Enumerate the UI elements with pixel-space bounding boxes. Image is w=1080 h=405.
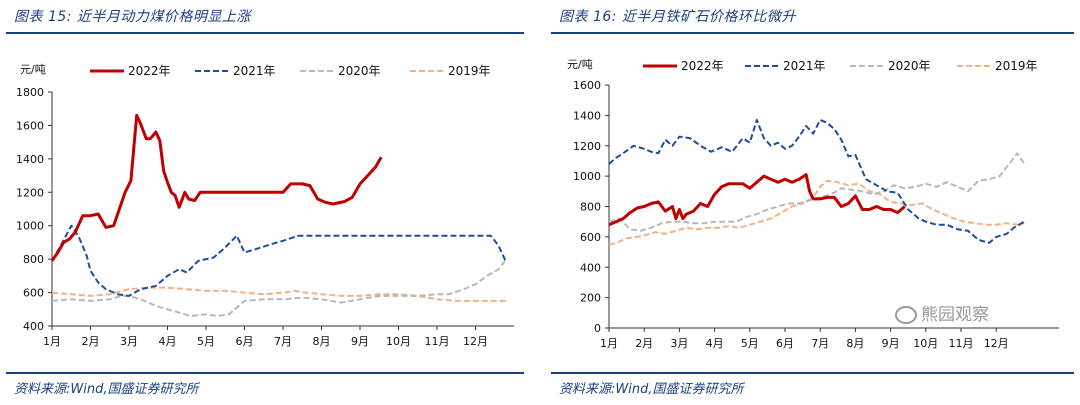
x-tick-label: 8月 [313,335,331,348]
y-tick-label: 1000 [573,170,601,183]
series-line-2020年 [51,258,508,317]
legend-label: 2021年 [783,59,826,73]
y-tick-label: 400 [580,261,601,274]
iron-ore-price-chart: 元/吨 0 200 400 600 800 1000 1200 1400 1600 1月 2月 3月 4月… [567,58,1059,350]
title-rule [6,32,524,34]
y-tick-label: 400 [23,320,44,333]
source-note: 资料来源:Wind,国盛证券研究所 [14,382,199,397]
y-tick-label: 1400 [573,109,601,122]
chart-panel-coal: 图表 15: 近半月动力煤价格明显上涨 元/吨 400 600 800 1000 1200… [0,0,530,405]
footer-rule [551,372,1074,374]
legend-label: 2021年 [233,64,276,78]
x-tick-label: 9月 [351,335,369,348]
wechat-icon [895,306,917,324]
y-tick-label: 1600 [16,119,44,132]
unit-label: 元/吨 [567,58,593,71]
x-tick-label: 4月 [159,335,177,348]
legend-label: 2020年 [338,64,381,78]
series-line-2022年 [608,173,906,227]
x-tick-label: 12月 [463,335,488,348]
series-line-2021年 [608,118,1025,244]
series-line-2021年 [51,224,508,297]
x-tick-label: 1月 [43,335,61,348]
x-tick-label: 7月 [811,337,829,350]
chart-title: 图表 15: 近半月动力煤价格明显上涨 [14,9,251,25]
unit-label: 元/吨 [20,63,46,76]
y-tick-label: 1200 [573,140,601,153]
x-tick-label: 4月 [706,337,724,350]
x-tick-label: 7月 [274,335,292,348]
x-tick-label: 8月 [846,337,864,350]
x-tick-label: 2月 [82,335,100,348]
x-tick-label: 1月 [600,337,618,350]
series-line-2022年 [50,113,383,262]
chart-title: 图表 16: 近半月铁矿石价格环比微升 [559,9,796,25]
series-line-2019年 [608,179,1025,246]
x-tick-label: 11月 [425,335,450,348]
y-tick-label: 600 [580,231,601,244]
footer-rule [6,372,524,374]
x-tick-label: 10月 [386,335,411,348]
y-tick-label: 800 [23,253,44,266]
y-tick-label: 800 [580,201,601,214]
x-tick-label: 6月 [236,335,254,348]
watermark-text: 熊园观察 [921,305,989,325]
y-tick-label: 1800 [16,86,44,99]
y-tick-label: 0 [594,322,601,335]
x-tick-label: 5月 [741,337,759,350]
y-tick-label: 1000 [16,220,44,233]
title-rule [551,32,1074,34]
x-tick-label: 6月 [776,337,794,350]
legend-label: 2020年 [888,59,931,73]
x-tick-label: 3月 [670,337,688,350]
x-tick-label: 10月 [913,337,938,350]
coal-price-chart: 元/吨 400 600 800 1000 1200 1400 1600 1800 1月 2月 3月 4月… [16,63,514,348]
x-tick-label: 9月 [882,337,900,350]
y-tick-label: 1200 [16,186,44,199]
x-tick-label: 5月 [197,335,215,348]
legend-label: 2022年 [128,64,171,78]
legend-label: 2019年 [995,59,1038,73]
chart-panel-iron-ore: 图表 16: 近半月铁矿石价格环比微升 元/吨 0 200 400 600 800 1000… [545,0,1080,405]
y-tick-label: 1600 [573,79,601,92]
watermark: 熊园观察 [895,300,989,325]
legend-label: 2019年 [448,64,491,78]
legend-label: 2022年 [681,59,724,73]
y-tick-label: 600 [23,287,44,300]
x-tick-label: 3月 [120,335,138,348]
x-tick-label: 11月 [949,337,974,350]
source-note: 资料来源:Wind,国盛证券研究所 [559,382,744,397]
y-tick-label: 1400 [16,153,44,166]
series-line-2019年 [51,286,507,302]
x-tick-label: 12月 [984,337,1009,350]
y-tick-label: 200 [580,292,601,305]
x-tick-label: 2月 [635,337,653,350]
